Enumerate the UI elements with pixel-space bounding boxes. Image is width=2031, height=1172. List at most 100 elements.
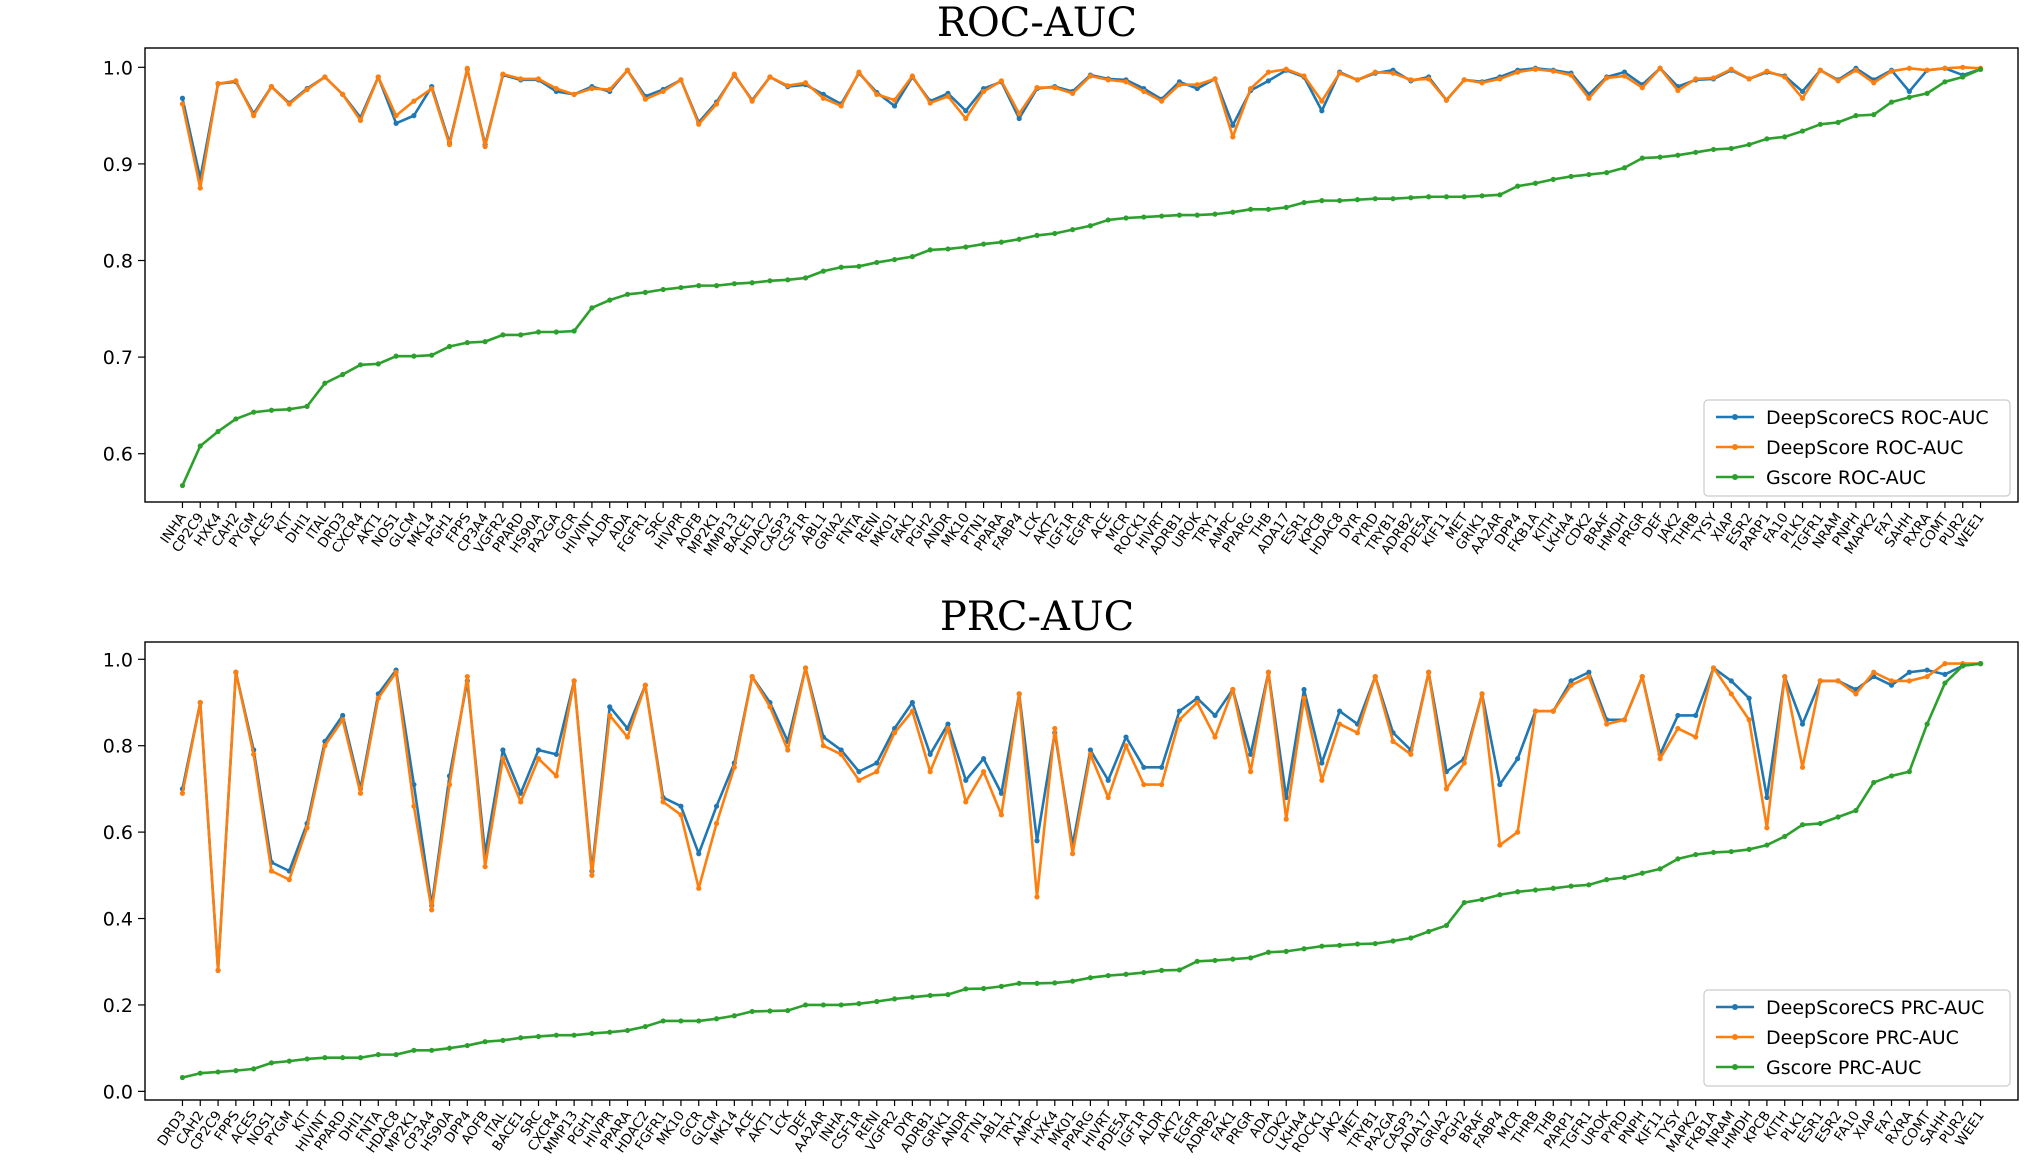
data-point [1906, 94, 1912, 100]
data-point [678, 1018, 684, 1024]
data-point [678, 284, 684, 291]
roc-axes: 0.60.70.80.91.0INHACP2C9HXK4CAH2PYGMACES… [103, 47, 2019, 559]
data-point [1746, 717, 1752, 723]
data-point [1034, 838, 1040, 844]
prc-axes: 0.00.20.40.60.81.0DRD3CAH2CP2C9FPPSACESN… [103, 641, 2019, 1157]
data-point [1515, 69, 1521, 75]
data-point [945, 721, 951, 727]
data-point [340, 371, 346, 378]
data-point [660, 286, 666, 293]
data-point [1016, 115, 1022, 122]
data-point [1372, 940, 1378, 947]
series-line [181, 68, 1982, 487]
data-point [1194, 695, 1200, 701]
data-point [1319, 943, 1325, 949]
data-point [1319, 98, 1325, 104]
data-point [571, 1032, 577, 1038]
data-point [696, 1018, 702, 1024]
data-point [1034, 894, 1040, 900]
series-gscore [179, 661, 1984, 1081]
data-point [1443, 194, 1450, 200]
data-point [1817, 121, 1823, 127]
data-point [1087, 747, 1094, 753]
data-point [713, 1016, 720, 1022]
data-point [1675, 712, 1681, 719]
data-point [1853, 691, 1859, 697]
data-point [1372, 673, 1378, 680]
data-point [304, 1056, 310, 1062]
data-point [642, 96, 648, 102]
data-point [998, 239, 1004, 245]
data-point [1212, 734, 1218, 740]
data-point [1087, 975, 1094, 981]
data-point [1354, 730, 1361, 736]
data-point [1942, 65, 1948, 71]
data-point [1354, 77, 1361, 83]
data-point [998, 983, 1004, 989]
series-deepscore [179, 64, 1984, 191]
data-point [215, 81, 221, 87]
data-point [1782, 673, 1788, 680]
data-point [1016, 980, 1022, 986]
data-point [1835, 814, 1841, 820]
data-point [998, 790, 1004, 796]
data-point [891, 730, 898, 736]
data-point [1354, 197, 1361, 203]
data-point [1141, 969, 1147, 976]
data-point [1265, 669, 1272, 675]
data-point [286, 101, 292, 107]
data-point [1960, 74, 1966, 80]
series-gscore [179, 66, 1984, 489]
data-point [891, 103, 898, 109]
data-point [1497, 892, 1503, 898]
data-point [1248, 751, 1254, 757]
data-point [1230, 956, 1236, 962]
data-point [464, 673, 470, 680]
legend-marker [1732, 414, 1738, 420]
roc-legend: DeepScoreCS ROC-AUC DeepScore ROC-AUC Gsco… [1703, 399, 2011, 497]
data-point [1924, 90, 1930, 96]
data-point [785, 277, 791, 283]
data-point [1337, 70, 1343, 76]
data-point [1871, 669, 1877, 675]
data-point [482, 1039, 488, 1045]
data-point [500, 747, 506, 753]
data-point [927, 100, 933, 106]
legend-item-deepscorecs: DeepScoreCS ROC-AUC [1716, 407, 1989, 429]
y-tick-label: 0.0 [103, 1081, 133, 1103]
data-point [713, 283, 720, 289]
data-point [411, 803, 417, 809]
data-point [1159, 781, 1165, 788]
data-point [1194, 82, 1200, 88]
data-point [179, 1074, 186, 1081]
data-point [891, 256, 898, 263]
data-point [802, 665, 809, 671]
legend-box [1703, 989, 2011, 1087]
data-point [660, 88, 666, 95]
data-point [980, 769, 987, 775]
legend-item-deepscore: DeepScore PRC-AUC [1716, 1027, 1959, 1049]
data-point [713, 820, 720, 827]
data-point [1621, 165, 1628, 171]
data-point [1123, 79, 1129, 85]
data-point [1301, 73, 1307, 79]
data-point [909, 254, 915, 260]
y-tick-label: 1.0 [103, 57, 133, 79]
data-point [1016, 691, 1022, 697]
data-point [1052, 980, 1058, 986]
data-point [749, 280, 755, 286]
series-deepscore [179, 661, 1984, 973]
data-point [464, 1042, 470, 1049]
data-point [1746, 695, 1752, 701]
data-point [1301, 946, 1307, 952]
data-point [1853, 807, 1859, 814]
data-point [1069, 90, 1076, 96]
data-point [1621, 69, 1628, 75]
data-point [1390, 938, 1396, 944]
data-point [464, 340, 470, 346]
data-point [1532, 887, 1539, 893]
data-point [411, 781, 417, 788]
data-point [322, 743, 328, 749]
data-point [820, 268, 826, 274]
data-point [375, 361, 381, 367]
